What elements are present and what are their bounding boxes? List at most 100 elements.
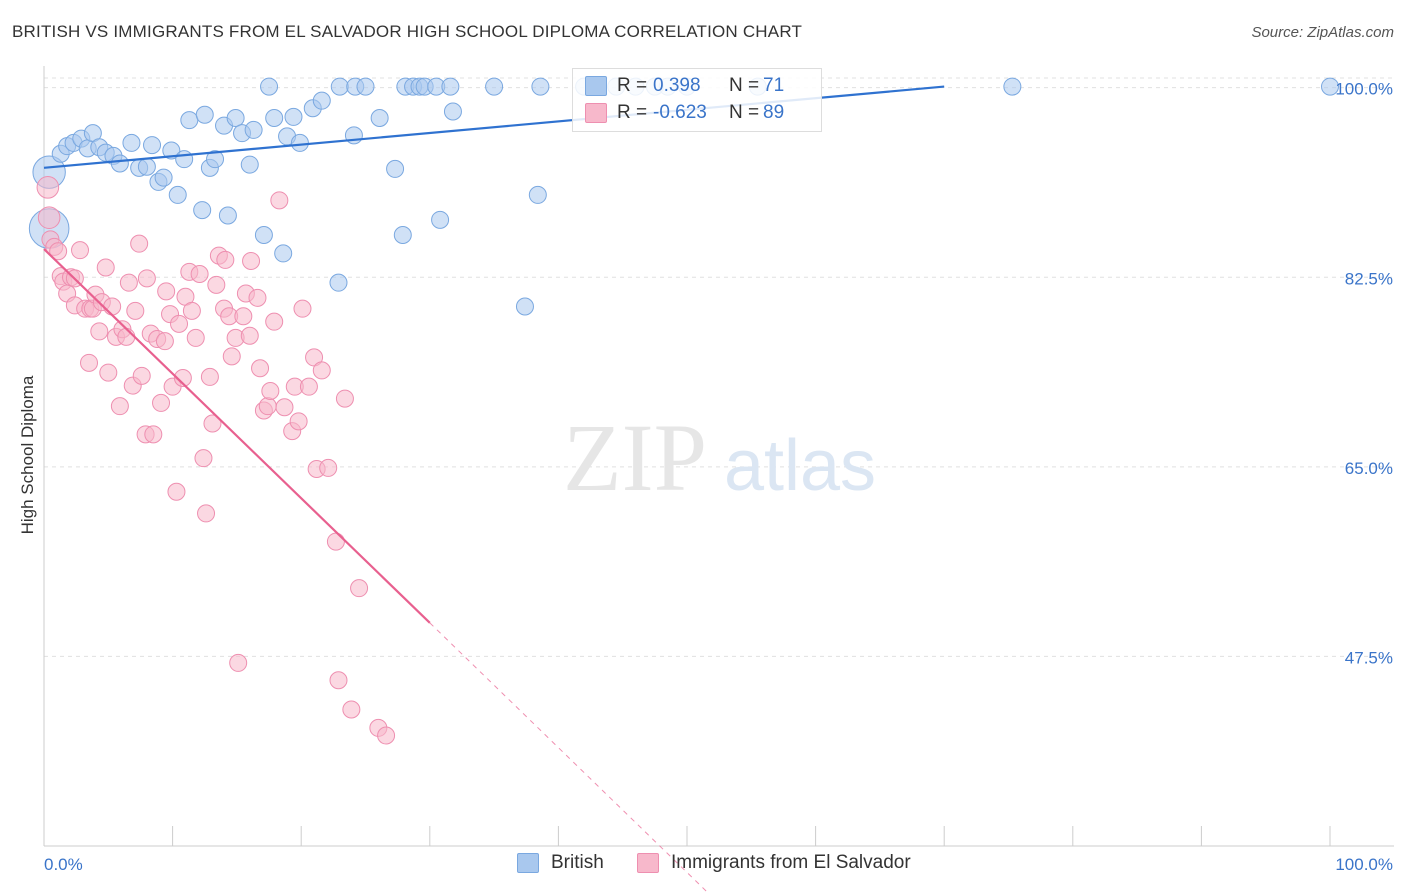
british-point [122,133,141,152]
salvador-point [96,258,115,277]
x-tick-label: 100.0% [1335,855,1393,874]
british-point [1321,77,1339,96]
salvador-point [167,482,186,501]
y-tick-label: 100.0% [1335,80,1393,99]
british-point [386,159,405,178]
british-point [528,185,547,204]
salvador-point [234,307,253,326]
salvador-point [36,176,60,199]
salvador-point [103,297,122,316]
chart-title: BRITISH VS IMMIGRANTS FROM EL SALVADOR H… [12,22,803,41]
salvador-trend-extension [429,622,708,892]
british-point [329,273,348,292]
british-point [441,77,460,96]
salvador-point [197,504,216,523]
salvador-point [155,332,174,351]
british-point [180,111,199,130]
salvador-point [194,449,213,468]
salvador-point [251,359,270,378]
salvador-point [126,301,145,320]
salvador-point [248,288,267,307]
x-tick-label: 0.0% [44,855,83,874]
british-point [240,155,259,174]
british-point [162,141,181,160]
salvador-point [170,314,189,333]
british-legend-label: British [551,852,604,873]
salvador-trend-line [43,248,431,624]
british-point [154,168,173,187]
british-point [274,244,293,263]
british-point [1003,77,1022,96]
points-layer [28,77,1339,745]
salvador-point [342,700,361,719]
salvador-legend-label: Immigrants from El Salvador [671,852,911,873]
british-point [431,210,450,229]
salvador-point [299,377,318,396]
legend-item-british[interactable]: British [517,852,604,874]
series-legend: British Immigrants from El Salvador [0,852,1406,878]
salvador-r-value: -0.623 [653,102,707,123]
salvador-point [144,425,163,444]
salvador-point [261,382,280,400]
salvador-point [90,322,109,341]
salvador-point [157,282,176,301]
salvador-point [258,397,277,416]
axis-layer [43,66,1394,847]
salvador-point [80,353,99,372]
british-point [195,105,214,124]
tick-label-layer: 100.0% 82.5% 65.0% 47.5% 0.0% 100.0% [44,80,1393,874]
y-tick-label: 82.5% [1345,269,1393,288]
british-r-label: R = [617,75,648,96]
salvador-point [312,361,331,380]
salvador-point [242,252,261,270]
salvador-legend-swatch [637,853,659,873]
british-point [110,154,129,173]
legend-item-salvador[interactable]: Immigrants from El Salvador [637,852,911,874]
british-point [443,102,462,121]
salvador-point [350,579,369,598]
british-point [312,91,331,110]
british-point [168,185,187,204]
british-point [531,77,550,96]
salvador-point [289,412,308,431]
salvador-point [222,347,241,366]
salvador-point [216,250,235,269]
salvador-point [152,393,171,412]
british-point [244,120,263,139]
salvador-point [110,397,129,416]
british-point [193,201,212,220]
salvador-point [207,275,226,294]
salvador-point [49,242,68,261]
watermark-atlas: atlas [724,426,876,506]
watermark: ZIP atlas [563,404,876,511]
salvador-point [186,328,205,347]
source-label: Source: ZipAtlas.com [1251,24,1394,41]
british-point [370,109,389,127]
british-point [143,136,162,155]
legend-row-british: R = 0.398 N = 71 [585,73,784,99]
british-legend-swatch [517,853,539,873]
british-point [218,206,237,225]
salvador-point [173,369,192,387]
british-point [206,150,225,169]
british-point [330,77,349,96]
british-n-label: N = [729,75,760,96]
salvador-point [190,265,209,283]
british-point [175,150,194,169]
watermark-zip: ZIP [563,404,707,511]
salvador-point [182,301,201,320]
salvador-point [119,273,138,292]
salvador-point [99,363,118,382]
salvador-point [293,299,312,318]
salvador-point [37,206,61,229]
salvador-r-label: R = [617,102,648,123]
salvador-point [240,326,259,345]
y-tick-label: 65.0% [1345,459,1393,478]
salvador-point [275,398,294,417]
british-point [515,297,534,316]
salvador-n-value: 89 [763,102,785,123]
british-r-value: 0.398 [653,75,701,96]
british-point [226,109,245,127]
correlation-legend: R = 0.398 N = 71 R = -0.623 N = 89 [572,68,822,132]
